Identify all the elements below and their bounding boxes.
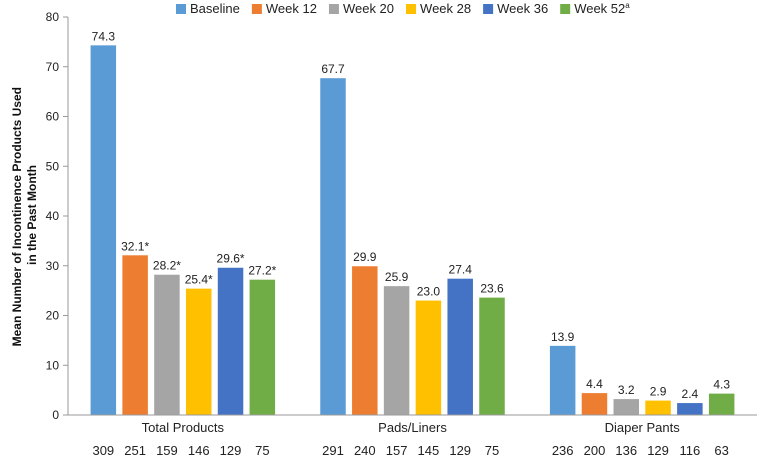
data-label: 13.9 xyxy=(551,330,575,344)
data-label: 67.7 xyxy=(321,62,345,76)
data-label: 27.4 xyxy=(449,263,473,277)
data-label: 28.2* xyxy=(153,259,181,273)
bar xyxy=(415,300,442,415)
bar xyxy=(549,345,576,415)
data-label: 25.4* xyxy=(185,273,213,287)
legend-swatch xyxy=(560,4,571,14)
data-label: 29.6* xyxy=(217,252,245,266)
data-label: 4.3 xyxy=(713,378,730,392)
data-label: 3.2 xyxy=(618,383,635,397)
bar xyxy=(185,288,212,415)
legend-label: Week 36 xyxy=(497,1,548,16)
bar xyxy=(645,400,671,415)
sample-size-label: 63 xyxy=(714,443,728,455)
bar xyxy=(383,286,410,415)
legend-label: Week 52a xyxy=(574,1,630,16)
data-label: 29.9 xyxy=(353,250,377,264)
legend-swatch xyxy=(176,4,186,14)
sample-size-label: 251 xyxy=(124,443,146,455)
bar xyxy=(90,45,117,416)
sample-size-label: 136 xyxy=(615,443,637,455)
bars: 74.3 32.1* 28.2* 25.4* 29.6*27.2* 67.7 29.9 25.… xyxy=(90,29,735,416)
sample-size-label: 75 xyxy=(255,443,269,455)
sample-size-row: 309 251 159 146 129 75 291 240 157 145 129 75 236 200… xyxy=(92,443,728,455)
sample-size-label: 236 xyxy=(552,443,574,455)
bar xyxy=(708,393,735,415)
bar xyxy=(320,78,346,415)
bar xyxy=(479,297,505,415)
bar xyxy=(217,267,244,415)
bar xyxy=(249,279,276,415)
y-axis-label-line2: in the Past Month xyxy=(25,165,39,265)
data-label: 32.1* xyxy=(121,239,149,253)
legend-label: Week 12 xyxy=(266,1,317,16)
sample-size-label: 129 xyxy=(647,443,669,455)
data-label: 27.2* xyxy=(248,264,276,278)
sample-size-label: 157 xyxy=(386,443,408,455)
y-tick-label: 40 xyxy=(46,209,60,223)
legend-label: Week 28 xyxy=(420,1,471,16)
y-tick-label: 0 xyxy=(52,408,59,422)
legend-item: Baseline xyxy=(176,1,240,16)
sample-size-label: 291 xyxy=(322,443,344,455)
legend-swatch xyxy=(406,4,417,14)
legend-swatch xyxy=(251,4,262,14)
y-tick-label: 80 xyxy=(46,10,60,24)
legend-swatch xyxy=(483,4,494,14)
legend-item: Week 36 xyxy=(483,1,548,16)
y-axis: 0 10 20 30 40 50 60 70 80 xyxy=(46,10,69,422)
data-label: 25.9 xyxy=(385,270,409,284)
sample-size-label: 145 xyxy=(418,443,440,455)
sample-size-label: 240 xyxy=(354,443,376,455)
sample-size-label: 116 xyxy=(679,443,700,455)
legend-item: Week 52a xyxy=(560,1,630,16)
y-tick-label: 10 xyxy=(46,358,60,372)
sample-size-label: 129 xyxy=(220,443,242,455)
bar xyxy=(154,274,180,415)
bar xyxy=(613,399,640,415)
legend-swatch xyxy=(328,4,339,14)
y-axis-label: Mean Number of Incontinence Products Use… xyxy=(10,84,39,347)
data-label: 23.6 xyxy=(480,282,504,296)
bar xyxy=(677,403,703,415)
category-label: Pads/Liners xyxy=(378,420,447,435)
legend-item: Week 28 xyxy=(406,1,471,16)
sample-size-label: 146 xyxy=(188,443,210,455)
legend-label: Baseline xyxy=(190,1,240,16)
category-label: Diaper Pants xyxy=(605,420,681,435)
sample-size-label: 159 xyxy=(156,443,178,455)
legend-label: Week 20 xyxy=(343,1,394,16)
category-label: Total Products xyxy=(142,420,225,435)
legend-superscript: a xyxy=(625,1,630,10)
sample-size-label: 75 xyxy=(485,443,499,455)
y-tick-label: 50 xyxy=(46,159,60,173)
data-label: 2.4 xyxy=(682,387,699,401)
y-axis-label-line1: Mean Number of Incontinence Products Use… xyxy=(10,87,24,346)
sample-size-label: 309 xyxy=(92,443,114,455)
sample-size-label: 129 xyxy=(449,443,471,455)
bar xyxy=(122,255,148,415)
legend-item: Week 12 xyxy=(251,1,317,16)
data-label: 4.4 xyxy=(586,377,603,391)
y-tick-label: 60 xyxy=(46,110,60,124)
x-axis: Total Products Pads/Liners Diaper Pants xyxy=(68,414,757,435)
legend: Baseline Week 12 Week 20 Week 28 Week 36 Week… xyxy=(176,1,630,16)
data-label: 74.3 xyxy=(92,29,116,43)
legend-item: Week 20 xyxy=(328,1,394,16)
y-tick-label: 30 xyxy=(46,259,60,273)
y-tick-label: 20 xyxy=(46,309,60,323)
data-label: 2.9 xyxy=(650,385,667,399)
sample-size-label: 200 xyxy=(584,443,606,455)
data-label: 23.0 xyxy=(417,285,441,299)
bar xyxy=(581,393,608,415)
y-tick-label: 70 xyxy=(46,60,60,74)
bar xyxy=(447,278,473,415)
bar xyxy=(352,266,378,415)
